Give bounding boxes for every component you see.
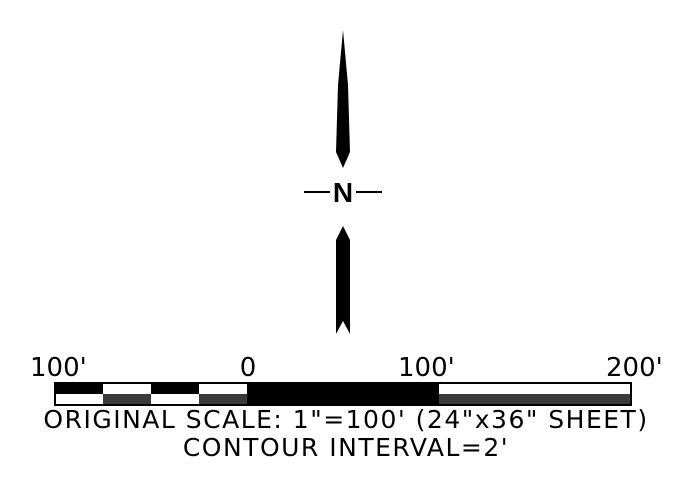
scale-segment — [199, 383, 247, 394]
original-scale-note: ORIGINAL SCALE: 1"=100' (24"x36" SHEET) — [43, 405, 648, 434]
scale-segment — [103, 383, 151, 394]
scale-segment — [151, 383, 199, 394]
north-letter: N — [333, 177, 353, 208]
scale-tick-label-left: 100' — [30, 353, 87, 383]
north-arrow-upper-blade — [336, 30, 350, 168]
scale-bar-outline — [54, 382, 632, 406]
scale-segment — [55, 383, 103, 394]
scale-segment — [439, 394, 631, 405]
contour-interval-note: CONTOUR INTERVAL=2' — [183, 433, 509, 462]
scale-bar: 100' 0 100' 200' — [30, 353, 663, 406]
scale-segment — [199, 394, 247, 405]
scale-segment — [151, 394, 199, 405]
scale-segment-0-100 — [247, 383, 439, 405]
scale-segment — [103, 394, 151, 405]
scale-segment — [439, 383, 631, 394]
north-arrow: N — [304, 30, 382, 334]
north-arrow-lower-shaft — [336, 226, 350, 334]
scale-segment — [55, 394, 103, 405]
scale-tick-label-right: 200' — [606, 353, 663, 383]
scale-tick-label-zero: 0 — [240, 353, 257, 383]
scale-tick-label-mid: 100' — [398, 353, 455, 383]
